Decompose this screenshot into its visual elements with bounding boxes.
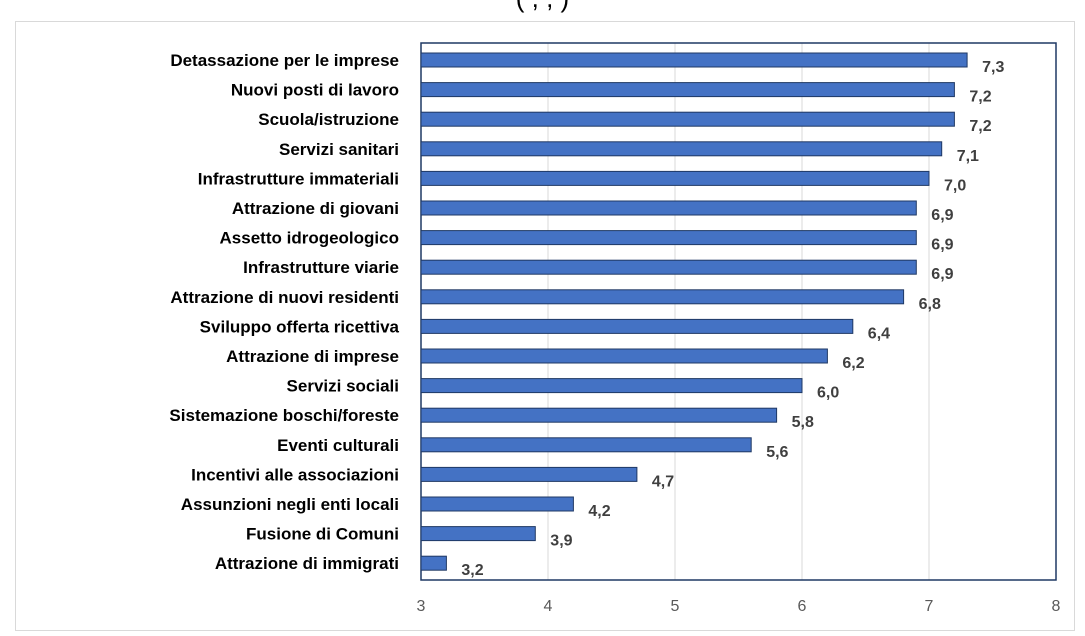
bar	[420, 82, 955, 98]
category-label: Servizi sociali	[287, 377, 399, 396]
category-label: Scuola/istruzione	[258, 110, 399, 129]
data-label: 7,2	[969, 89, 991, 106]
bar	[420, 289, 905, 305]
bar	[420, 111, 955, 127]
bar	[420, 437, 752, 453]
bar	[420, 526, 536, 542]
bar	[420, 348, 828, 364]
category-label: Servizi sanitari	[279, 140, 399, 159]
data-label: 6,0	[817, 385, 839, 402]
category-label: Detassazione per le imprese	[170, 51, 399, 70]
bar	[420, 170, 930, 186]
data-label: 7,3	[982, 59, 1004, 76]
category-label: Attrazione di nuovi residenti	[170, 288, 399, 307]
bar	[420, 259, 917, 275]
category-label: Assunzioni negli enti locali	[181, 495, 399, 514]
bar	[420, 496, 574, 512]
category-label: Sistemazione boschi/foreste	[169, 406, 399, 425]
data-label: 3,9	[550, 533, 572, 550]
category-label: Attrazione di giovani	[232, 199, 399, 218]
data-label: 6,9	[931, 207, 953, 224]
bar	[420, 378, 803, 394]
data-label: 5,6	[766, 444, 788, 461]
category-label: Incentivi alle associazioni	[191, 465, 399, 484]
plot-border	[420, 42, 1057, 581]
category-label: Attrazione di immigrati	[215, 554, 399, 573]
data-label: 7,2	[969, 118, 991, 135]
x-tick-label: 7	[925, 598, 934, 615]
category-label: Infrastrutture immateriali	[198, 169, 399, 188]
category-label: Attrazione di imprese	[226, 347, 399, 366]
category-label: Sviluppo offerta ricettiva	[200, 317, 400, 336]
bar	[420, 230, 917, 246]
data-label: 6,9	[931, 237, 953, 254]
category-label: Nuovi posti di lavoro	[231, 81, 399, 100]
x-tick-label: 8	[1052, 598, 1061, 615]
bar	[420, 466, 638, 482]
category-label: Fusione di Comuni	[246, 525, 399, 544]
data-label: 4,7	[652, 473, 674, 490]
bar	[420, 52, 968, 68]
data-label: 6,8	[919, 296, 941, 313]
data-label: 7,0	[944, 177, 966, 194]
bar	[420, 555, 447, 571]
data-label: 6,4	[868, 325, 890, 342]
x-tick-label: 5	[671, 598, 680, 615]
x-tick-label: 6	[798, 598, 807, 615]
x-tick-label: 3	[417, 598, 426, 615]
bar	[420, 318, 854, 334]
bar	[420, 407, 778, 423]
data-label: 6,2	[842, 355, 864, 372]
chart-area	[15, 21, 1075, 631]
category-label: Infrastrutture viarie	[243, 258, 399, 277]
category-label: Assetto idrogeologico	[220, 229, 399, 248]
bar	[420, 200, 917, 216]
data-label: 5,8	[792, 414, 814, 431]
category-label: Eventi culturali	[277, 436, 399, 455]
data-label: 6,9	[931, 266, 953, 283]
data-label: 7,1	[957, 148, 979, 165]
chart-title-fragment: ( , , )	[0, 0, 1085, 14]
x-tick-label: 4	[544, 598, 553, 615]
data-label: 3,2	[461, 562, 483, 579]
data-label: 4,2	[588, 503, 610, 520]
chart-title-strip: ( , , )	[0, 0, 1085, 22]
bar	[420, 141, 943, 157]
